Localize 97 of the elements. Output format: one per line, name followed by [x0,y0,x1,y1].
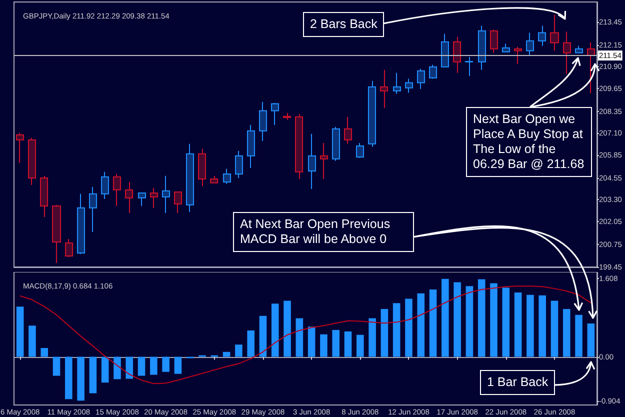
bar [28,326,36,357]
bar [114,356,121,380]
candlestick [587,42,595,94]
candlestick [259,101,267,142]
candlestick [186,143,194,212]
bar [65,356,72,400]
candlestick [356,142,364,158]
candlestick [295,113,303,180]
candlestick [150,187,158,208]
bar [40,348,48,357]
bar [550,300,558,357]
candlestick [247,124,255,168]
bar [538,295,546,357]
bar [392,303,400,357]
candlestick [380,69,388,108]
candlestick [417,68,425,90]
candlestick [16,132,24,164]
bar [77,356,84,401]
bar [271,304,279,357]
candlestick [320,142,328,180]
bar [16,306,24,357]
bar [587,323,595,357]
bar [296,318,304,357]
candlestick [77,193,85,255]
candlestick [174,191,182,214]
bar [454,282,461,357]
annotation: 1 Bar Back [480,370,556,395]
candlestick [550,14,559,52]
bar [222,352,230,357]
candlestick [210,175,218,184]
bar [442,278,449,357]
candlestick [198,148,206,187]
bar [429,290,437,357]
bar [466,286,474,357]
candlestick [308,133,316,190]
bar [526,294,534,357]
bar [284,300,291,357]
bar [101,356,109,383]
candlestick [514,46,522,64]
candlestick [125,181,133,214]
bar [235,344,242,357]
bar [138,356,146,376]
bar [52,356,60,376]
candlestick [526,32,534,56]
bar [150,356,158,375]
candlestick [538,25,546,46]
candlestick [502,43,510,52]
bar [89,356,97,394]
bar [502,288,510,357]
annotation: 2 Bars Back [303,12,384,37]
candlestick [283,112,291,120]
candlestick [465,56,473,76]
bar [308,326,316,357]
candlestick [453,36,461,74]
candlestick [478,25,486,70]
bar [320,334,328,357]
candlestick [162,175,170,214]
candlestick [332,126,340,162]
bar [478,279,486,357]
bar [162,356,170,372]
candlestick [405,78,413,94]
annotation: Next Bar Open we Place A Buy Stop at The Low of the 06.29 Bar @ 211.68 [466,107,592,177]
candlestick [101,171,109,200]
bar [562,309,570,357]
bar [126,356,134,379]
candlestick [223,168,231,184]
bar [575,314,582,357]
bar [368,318,376,357]
bar [380,309,388,357]
bar [332,330,340,357]
bar [490,283,498,357]
candlestick [441,33,449,68]
candlestick [344,116,352,144]
candlestick [235,150,243,178]
bar [417,293,425,357]
bar [356,334,364,357]
candlestick [89,186,97,233]
candlestick [368,80,376,148]
annotation: At Next Bar Open Previous MACD Bar will be Above 0 [233,212,414,252]
candlestick [65,238,73,258]
bar [344,331,352,357]
candlestick [429,64,437,80]
candlestick [393,72,401,94]
candlestick [138,192,146,206]
candlestick [271,102,279,126]
candlestick [113,173,121,206]
candlestick [563,31,571,74]
bar [259,316,267,357]
candlestick [40,175,48,218]
bar [247,330,254,357]
bar [514,292,522,357]
candlestick [490,29,498,54]
bar [405,298,412,357]
candlestick [28,137,36,186]
candlestick [575,45,583,54]
candlestick [52,204,61,264]
bar [174,356,182,374]
